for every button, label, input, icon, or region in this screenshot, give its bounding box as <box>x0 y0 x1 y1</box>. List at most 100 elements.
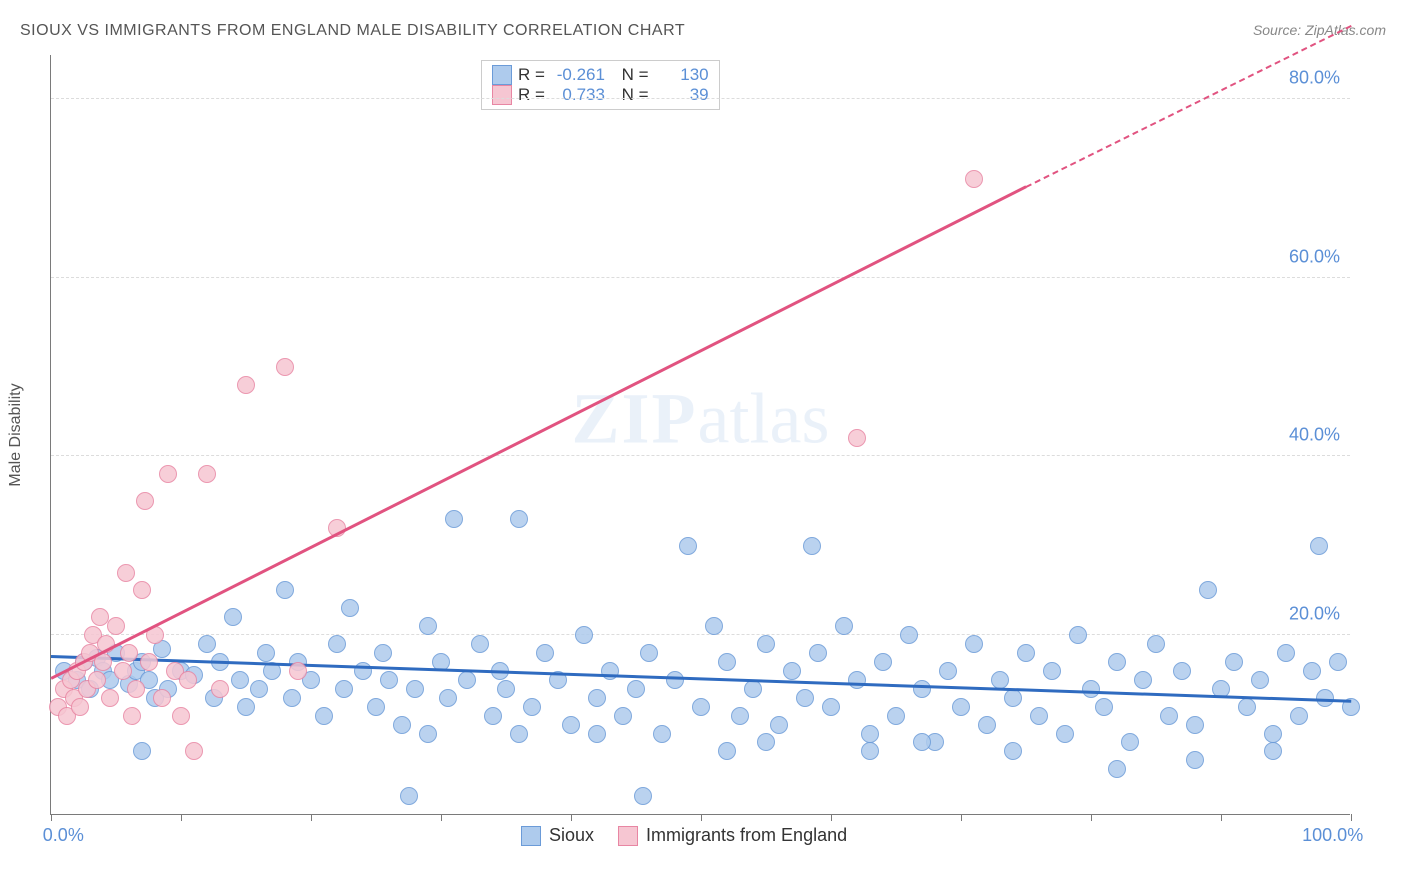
scatter-point <box>965 170 983 188</box>
y-tick-label: 40.0% <box>1289 425 1340 446</box>
scatter-point <box>887 707 905 725</box>
scatter-point <box>978 716 996 734</box>
scatter-point <box>1043 662 1061 680</box>
scatter-point <box>380 671 398 689</box>
scatter-point <box>123 707 141 725</box>
x-tick-label: 100.0% <box>1302 825 1363 846</box>
scatter-point <box>445 510 463 528</box>
scatter-point <box>952 698 970 716</box>
scatter-point <box>653 725 671 743</box>
scatter-point <box>536 644 554 662</box>
scatter-point <box>861 742 879 760</box>
scatter-point <box>848 429 866 447</box>
watermark-atlas: atlas <box>698 379 830 459</box>
scatter-point <box>1303 662 1321 680</box>
scatter-point <box>822 698 840 716</box>
scatter-point <box>406 680 424 698</box>
scatter-point <box>101 689 119 707</box>
n-label: N = <box>622 85 649 105</box>
x-tick <box>701 814 702 821</box>
scatter-point <box>1121 733 1139 751</box>
gridline <box>51 98 1350 99</box>
scatter-point <box>1251 671 1269 689</box>
scatter-point <box>179 671 197 689</box>
scatter-point <box>484 707 502 725</box>
source-attribution: Source: ZipAtlas.com <box>1253 22 1386 38</box>
n-value-england: 39 <box>655 85 709 105</box>
x-tick-label: 0.0% <box>43 825 84 846</box>
scatter-point <box>224 608 242 626</box>
scatter-point <box>1108 653 1126 671</box>
scatter-point <box>328 635 346 653</box>
scatter-point <box>803 537 821 555</box>
scatter-point <box>783 662 801 680</box>
scatter-point <box>913 680 931 698</box>
swatch-england <box>618 826 638 846</box>
legend-item-england: Immigrants from England <box>618 825 847 846</box>
scatter-point <box>211 680 229 698</box>
scatter-point <box>562 716 580 734</box>
n-value-sioux: 130 <box>655 65 709 85</box>
scatter-point <box>133 581 151 599</box>
r-value-sioux: -0.261 <box>551 65 605 85</box>
scatter-point <box>1056 725 1074 743</box>
scatter-point <box>1004 742 1022 760</box>
scatter-point <box>991 671 1009 689</box>
scatter-point <box>114 662 132 680</box>
scatter-point <box>848 671 866 689</box>
x-tick <box>961 814 962 821</box>
x-tick <box>831 814 832 821</box>
scatter-point <box>640 644 658 662</box>
gridline <box>51 455 1350 456</box>
scatter-point <box>1329 653 1347 671</box>
x-tick <box>1351 814 1352 821</box>
scatter-point <box>127 680 145 698</box>
scatter-point <box>172 707 190 725</box>
plot-area: Male Disability ZIPatlas R = -0.261 N = … <box>50 55 1350 815</box>
scatter-point <box>439 689 457 707</box>
scatter-point <box>250 680 268 698</box>
scatter-point <box>88 671 106 689</box>
scatter-point <box>634 787 652 805</box>
scatter-point <box>289 662 307 680</box>
scatter-point <box>419 617 437 635</box>
swatch-england <box>492 85 512 105</box>
scatter-point <box>705 617 723 635</box>
scatter-point <box>341 599 359 617</box>
scatter-point <box>666 671 684 689</box>
legend-row-sioux: R = -0.261 N = 130 <box>492 65 709 85</box>
scatter-point <box>1134 671 1152 689</box>
r-value-england: 0.733 <box>551 85 605 105</box>
watermark-zip: ZIP <box>572 379 698 459</box>
r-label: R = <box>518 65 545 85</box>
scatter-point <box>198 465 216 483</box>
scatter-point <box>1264 742 1282 760</box>
scatter-point <box>283 689 301 707</box>
x-tick <box>51 814 52 821</box>
scatter-point <box>1069 626 1087 644</box>
series-legend: Sioux Immigrants from England <box>521 825 847 846</box>
correlation-legend: R = -0.261 N = 130 R = 0.733 N = 39 <box>481 60 720 110</box>
scatter-point <box>1030 707 1048 725</box>
scatter-point <box>1082 680 1100 698</box>
legend-label-sioux: Sioux <box>549 825 594 846</box>
y-tick-label: 20.0% <box>1289 604 1340 625</box>
scatter-point <box>757 733 775 751</box>
scatter-point <box>1290 707 1308 725</box>
scatter-point <box>276 581 294 599</box>
x-tick <box>181 814 182 821</box>
legend-item-sioux: Sioux <box>521 825 594 846</box>
scatter-point <box>718 653 736 671</box>
scatter-point <box>497 680 515 698</box>
scatter-point <box>237 376 255 394</box>
scatter-point <box>1199 581 1217 599</box>
y-tick-label: 60.0% <box>1289 246 1340 267</box>
watermark: ZIPatlas <box>572 378 830 461</box>
scatter-point <box>458 671 476 689</box>
x-tick <box>311 814 312 821</box>
y-axis-title: Male Disability <box>7 383 25 486</box>
scatter-point <box>679 537 697 555</box>
scatter-point <box>315 707 333 725</box>
scatter-point <box>185 742 203 760</box>
scatter-point <box>1108 760 1126 778</box>
